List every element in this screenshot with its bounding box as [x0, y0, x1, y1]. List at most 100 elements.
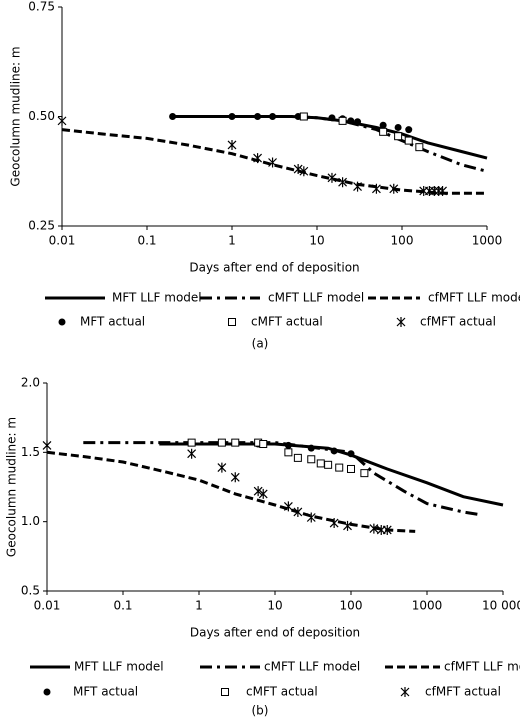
marker-square: [221, 688, 229, 696]
marker-star: [293, 164, 303, 175]
marker-star: [187, 448, 197, 459]
marker-square: [307, 455, 316, 464]
marker-star: [258, 488, 268, 499]
marker-square: [217, 438, 226, 447]
marker-star: [327, 172, 337, 183]
x-axis-title: Days after end of deposition: [190, 626, 360, 640]
marker-star: [400, 687, 410, 697]
series-line: [159, 442, 504, 507]
y-tick-label: 0.5: [21, 584, 40, 598]
y-tick-label: 2.0: [21, 376, 40, 390]
caption: (a): [252, 337, 269, 351]
legend-label: cMFT actual: [246, 685, 318, 699]
marker-square: [335, 463, 344, 472]
legend-label: cMFT LLF model: [264, 660, 360, 674]
marker-circle: [169, 113, 177, 120]
marker-circle: [43, 688, 51, 696]
marker-square: [299, 112, 308, 121]
marker-square: [347, 464, 355, 473]
marker-square: [338, 116, 347, 125]
y-tick-label: 0.25: [28, 219, 55, 233]
legend-label: cMFT actual: [251, 315, 323, 329]
marker-circle: [394, 123, 402, 131]
series-line: [61, 128, 487, 195]
y-axis-title: Geocolumn mudline: m: [9, 46, 23, 186]
marker-star: [253, 153, 263, 164]
marker-circle: [228, 113, 236, 120]
legend-label: cfMFT actual: [425, 685, 501, 699]
x-tick-label: 1: [195, 599, 203, 613]
marker-star: [299, 166, 309, 177]
caption: (b): [252, 704, 269, 718]
marker-star: [217, 462, 227, 473]
y-tick-label: 0.50: [28, 109, 55, 123]
legend-label: cfMFT LLF model: [428, 291, 520, 305]
marker-star: [230, 472, 240, 483]
marker-star: [429, 185, 439, 196]
marker-star: [389, 183, 399, 194]
marker-circle: [354, 118, 362, 126]
marker-square: [379, 127, 388, 136]
marker-square: [415, 143, 424, 152]
x-axis-title: Days after end of deposition: [189, 261, 359, 275]
x-tick-label: 10: [309, 234, 324, 248]
x-tick-label: 0.01: [49, 234, 76, 248]
marker-circle: [284, 441, 292, 449]
marker-star: [338, 177, 348, 188]
legend-label: MFT LLF model: [74, 660, 164, 674]
marker-circle: [58, 318, 66, 326]
x-tick-label: 1000: [412, 599, 443, 613]
marker-square: [231, 438, 240, 447]
x-tick-label: 100: [340, 599, 363, 613]
series-line: [83, 441, 481, 517]
marker-circle: [269, 113, 277, 120]
marker-star: [253, 486, 263, 497]
marker-star: [382, 524, 392, 535]
y-axis-title: Geocolumn mudline: m: [5, 417, 19, 557]
marker-star: [343, 520, 352, 531]
x-tick-label: 10: [267, 599, 282, 613]
marker-star: [353, 181, 362, 192]
marker-star: [329, 518, 339, 529]
series-line: [172, 115, 488, 173]
marker-circle: [254, 113, 262, 120]
legend-label: cMFT LLF model: [268, 291, 364, 305]
x-tick-label: 0.1: [137, 234, 156, 248]
marker-star: [293, 506, 303, 517]
marker-square: [187, 438, 196, 447]
series-line: [46, 450, 416, 533]
marker-star: [396, 317, 406, 327]
marker-star: [227, 139, 237, 150]
marker-square: [259, 440, 268, 449]
marker-circle: [328, 114, 336, 122]
marker-square: [293, 453, 302, 462]
marker-star: [371, 183, 381, 194]
marker-star: [369, 523, 379, 534]
marker-square: [284, 448, 293, 457]
x-tick-label: 10 000: [482, 599, 520, 613]
y-tick-label: 0.75: [28, 0, 55, 14]
marker-star: [438, 185, 447, 196]
marker-square: [316, 459, 325, 468]
x-tick-label: 0.01: [34, 599, 61, 613]
legend-label: MFT actual: [73, 685, 138, 699]
marker-star: [283, 501, 293, 512]
legend-label: MFT LLF model: [112, 291, 202, 305]
x-tick-label: 100: [391, 234, 414, 248]
marker-square: [394, 132, 403, 141]
marker-circle: [347, 117, 355, 125]
marker-square: [404, 136, 413, 145]
marker-circle: [307, 444, 315, 452]
legend-label: MFT actual: [80, 315, 145, 329]
marker-circle: [405, 126, 413, 134]
marker-circle: [379, 121, 387, 129]
marker-star: [306, 512, 316, 523]
y-tick-label: 1.0: [21, 514, 40, 528]
marker-square: [360, 469, 369, 478]
marker-star: [42, 440, 52, 451]
marker-circle: [347, 450, 355, 458]
marker-circle: [330, 447, 338, 455]
marker-square: [228, 318, 236, 326]
legend-label: cfMFT actual: [420, 315, 496, 329]
